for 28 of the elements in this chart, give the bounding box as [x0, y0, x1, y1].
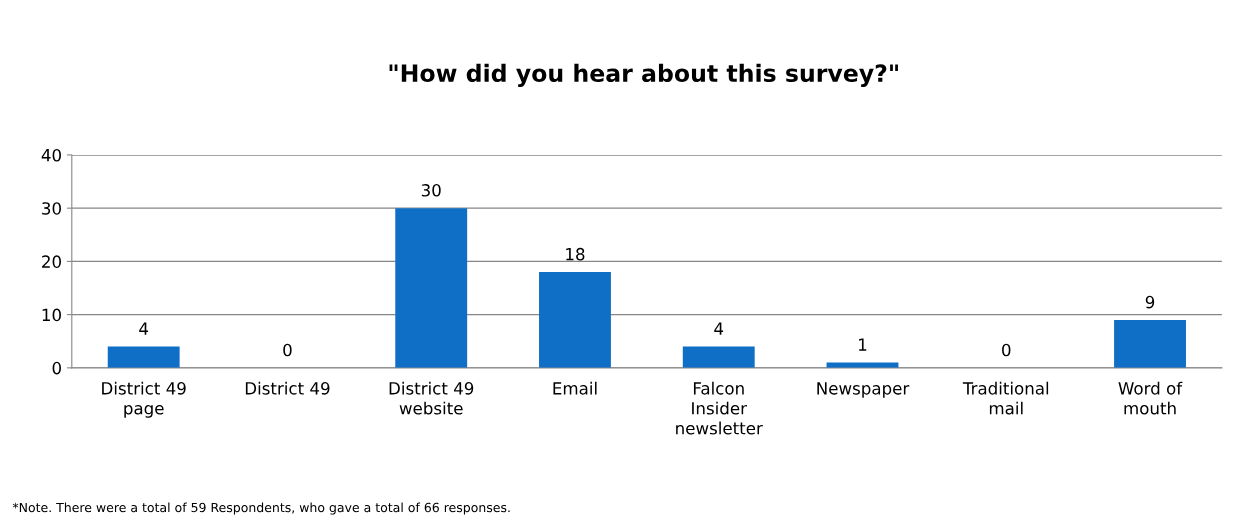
- y-tick-label: 0: [52, 361, 61, 375]
- bar: [107, 346, 180, 368]
- x-tick-label: Falcon Insider newsletter: [676, 381, 763, 435]
- y-tick-label: 20: [42, 255, 61, 268]
- y-tick-label: 30: [42, 202, 61, 215]
- data-label: 18: [566, 247, 585, 261]
- x-tick-label: District 49 page: [102, 381, 186, 418]
- data-label: 0: [283, 343, 292, 357]
- data-label: 30: [421, 184, 441, 197]
- data-label: 1: [859, 338, 867, 351]
- bar: [539, 272, 611, 368]
- data-label: 4: [714, 322, 724, 335]
- x-tick-label: District 49 website: [389, 381, 474, 415]
- bar: [395, 208, 468, 368]
- text: *Note. There were a total of 59 Respondents, who gave a total of 66 responses.: [12, 502, 510, 515]
- x-tick-label: Traditional mail: [962, 381, 1049, 415]
- data-label: 0: [1002, 343, 1011, 357]
- y-tick-label: 40: [41, 148, 61, 162]
- chart-title: "How did you hear about this survey?": [389, 63, 898, 87]
- x-tick-label: Email: [553, 381, 597, 395]
- y-tick-label: 10: [42, 308, 61, 322]
- x-tick-label: Word of mouth: [1118, 381, 1183, 415]
- data-label: 4: [139, 322, 149, 335]
- bar: [1114, 319, 1186, 368]
- x-tick-label: Newspaper: [817, 382, 910, 398]
- bar: [682, 346, 755, 368]
- data-label: 9: [1145, 295, 1155, 309]
- x-tick-label: District 49: [245, 381, 330, 395]
